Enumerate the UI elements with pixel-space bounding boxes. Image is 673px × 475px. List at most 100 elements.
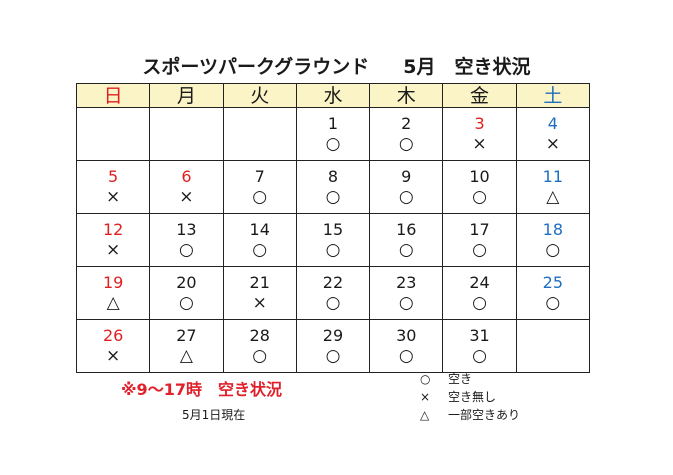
calendar-day-cell: 3 ×: [442, 107, 517, 161]
legend-label: 空き: [448, 372, 473, 386]
availability-mark-icon: ×: [106, 187, 121, 207]
availability-mark-icon: ○: [545, 240, 561, 260]
calendar-week-row: 12 × 13 ○ 14 ○ 15 ○ 16 ○ 17 ○ 18 ○: [75, 213, 591, 267]
weekday-header: 火: [222, 83, 297, 108]
day-number: [150, 115, 222, 133]
calendar-day-cell: 25 ○: [515, 266, 591, 320]
hours-note: ※9～17時 空き状況: [121, 380, 282, 399]
calendar-day-cell: 1 ○: [295, 107, 371, 161]
title-status: 空き状況: [454, 56, 531, 78]
availability-mark-icon: ○: [252, 346, 268, 366]
calendar-day-cell: 27 △: [149, 319, 224, 373]
availability-mark-icon: ○: [325, 187, 341, 207]
calendar-day-cell: 17 ○: [442, 213, 517, 267]
calendar-day-cell: 23 ○: [369, 266, 444, 320]
availability-mark-icon: ○: [545, 293, 561, 313]
calendar-day-cell: 20 ○: [149, 266, 224, 320]
as-of-date: 5月1日現在: [182, 408, 246, 422]
calendar-day-cell: 21 ×: [222, 266, 297, 320]
day-number: 16: [396, 220, 417, 239]
weekday-header: 金: [442, 83, 517, 108]
availability-mark-icon: ○: [179, 240, 194, 260]
legend-item: × 空き無し: [420, 388, 520, 406]
availability-mark-icon: ○: [325, 346, 341, 366]
availability-mark-icon: ×: [545, 134, 560, 154]
weekday-header: 水: [295, 83, 371, 108]
calendar-day-cell: 26 ×: [75, 319, 151, 373]
availability-mark-icon: ○: [398, 187, 414, 207]
calendar-day-cell: 2 ○: [369, 107, 444, 161]
day-number: 5: [108, 167, 119, 186]
calendar-week-row: 5 × 6 × 7 ○ 8 ○ 9 ○ 10 ○ 11 △: [75, 160, 591, 214]
legend-label: 空き無し: [448, 390, 497, 404]
day-number: 17: [469, 220, 490, 239]
availability-mark-icon: ○: [398, 134, 414, 154]
weekday-header-row: 日 月 火 水 木 金 土: [75, 83, 591, 108]
calendar-day-cell: 31 ○: [442, 319, 517, 373]
availability-mark-icon: [224, 134, 296, 154]
day-number: 1: [327, 114, 339, 133]
day-number: [77, 115, 149, 133]
calendar-day-cell: 4 ×: [515, 107, 591, 161]
title-month: 5月: [403, 56, 436, 78]
day-number: 12: [102, 220, 124, 239]
calendar-day-cell: 5 ×: [75, 160, 151, 214]
partial-triangle-icon: △: [420, 408, 430, 422]
calendar-day-cell: 11 △: [515, 160, 591, 214]
legend-item: △ 一部空きあり: [420, 406, 520, 424]
availability-mark-icon: [77, 134, 149, 154]
calendar-day-cell: [222, 107, 297, 161]
availability-mark-icon: [150, 134, 222, 154]
available-circle-icon: ○: [420, 372, 431, 386]
calendar-week-row: 26 × 27 △ 28 ○ 29 ○ 30 ○ 31 ○: [75, 319, 591, 373]
availability-mark-icon: ×: [106, 346, 121, 366]
day-number: 11: [542, 167, 564, 186]
day-number: 10: [469, 167, 490, 186]
day-number: [517, 327, 589, 345]
calendar-day-cell: 30 ○: [369, 319, 444, 373]
day-number: 4: [547, 114, 558, 133]
availability-mark-icon: ○: [325, 293, 341, 313]
calendar-day-cell: 15 ○: [295, 213, 371, 267]
title-facility: スポーツパークグラウンド: [142, 56, 370, 78]
calendar-week-row: 1 ○ 2 ○ 3 × 4 ×: [75, 107, 591, 161]
calendar-day-cell: 29 ○: [295, 319, 371, 373]
day-number: 7: [254, 167, 265, 186]
day-number: 25: [542, 273, 564, 292]
calendar-day-cell: [75, 107, 151, 161]
calendar-day-cell: 24 ○: [442, 266, 517, 320]
day-number: 20: [176, 273, 197, 292]
day-number: 9: [401, 167, 412, 186]
day-number: 27: [176, 326, 197, 345]
availability-mark-icon: ○: [179, 293, 194, 313]
availability-mark-icon: ○: [252, 240, 268, 260]
day-number: 26: [102, 326, 124, 345]
calendar-body: 1 ○ 2 ○ 3 × 4 × 5 × 6 × 7 ○ 8 ○ 9 ○ 10 ○ 11 △ 12 × 13 ○ 14 ○ 15 ○ 16 ○ 1…: [75, 107, 591, 373]
day-number: 8: [327, 167, 339, 186]
availability-mark-icon: △: [179, 346, 193, 366]
calendar-day-cell: 6 ×: [149, 160, 224, 214]
availability-mark-icon: ○: [252, 187, 268, 207]
availability-mark-icon: ○: [472, 240, 487, 260]
calendar-day-cell: 18 ○: [515, 213, 591, 267]
day-number: 13: [176, 220, 197, 239]
legend-item: ○ 空き: [420, 370, 520, 388]
day-number: 31: [469, 326, 490, 345]
availability-mark-icon: ×: [252, 293, 267, 313]
availability-mark-icon: [517, 346, 589, 366]
calendar-day-cell: 10 ○: [442, 160, 517, 214]
availability-calendar: 日 月 火 水 木 金 土 1 ○ 2 ○ 3 × 4 × 5 × 6 × 7 ○ 8 ○ 9 ○ 10 ○ 11 △ 12…: [75, 83, 591, 373]
day-number: 19: [102, 273, 124, 292]
weekday-header: 木: [369, 83, 444, 108]
day-number: 6: [181, 167, 192, 186]
day-number: 29: [322, 326, 344, 345]
availability-mark-icon: △: [106, 293, 120, 313]
calendar-day-cell: 19 △: [75, 266, 151, 320]
day-number: 21: [249, 273, 270, 292]
availability-mark-icon: ○: [472, 293, 487, 313]
day-number: 2: [401, 114, 412, 133]
day-number: 18: [542, 220, 564, 239]
calendar-day-cell: 8 ○: [295, 160, 371, 214]
page-title: スポーツパークグラウンド 5月 空き状況: [0, 52, 673, 79]
calendar-day-cell: 13 ○: [149, 213, 224, 267]
